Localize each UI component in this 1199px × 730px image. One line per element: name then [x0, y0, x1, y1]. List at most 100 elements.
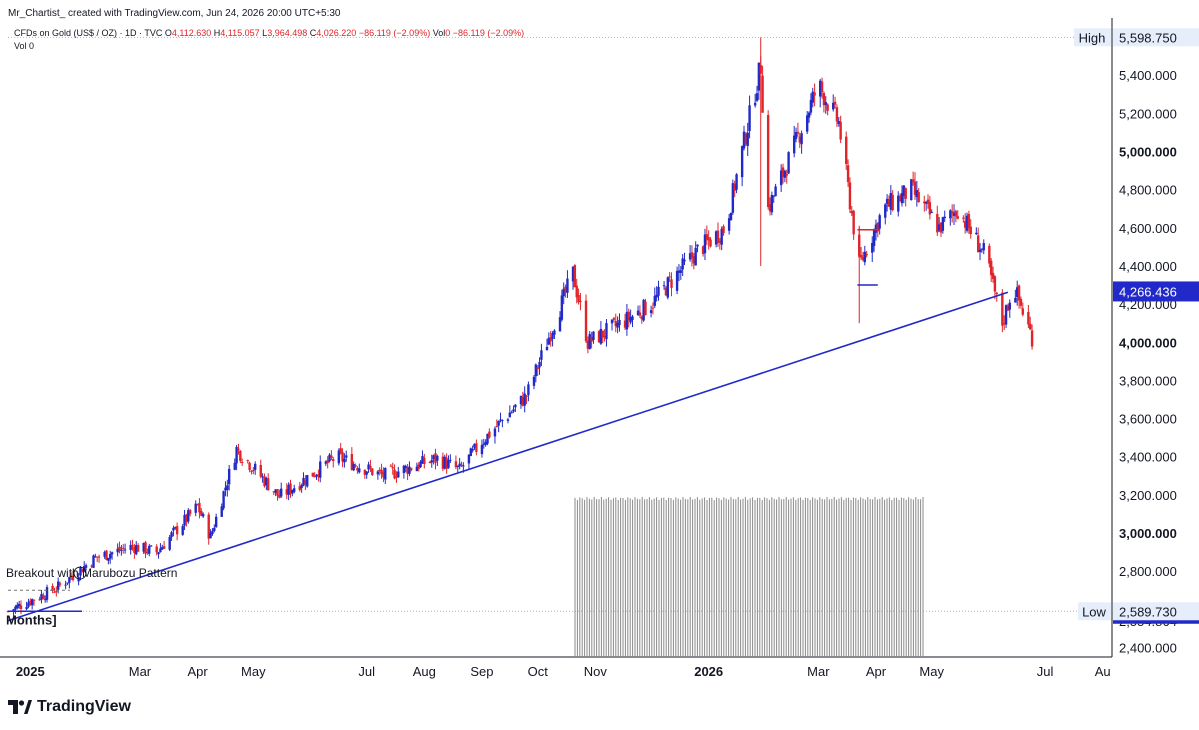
- candle-body: [493, 428, 497, 437]
- candle-body: [744, 133, 748, 145]
- y-tick-label: 4,000.000: [1119, 335, 1177, 350]
- candle-body: [835, 107, 839, 122]
- candle-body: [967, 214, 971, 229]
- candle-body: [155, 546, 158, 553]
- candle-body: [458, 463, 461, 467]
- candle-body: [226, 485, 229, 490]
- x-tick-label: Nov: [584, 664, 608, 679]
- candle-body: [510, 412, 513, 414]
- candle-body: [631, 316, 634, 321]
- symbol-name[interactable]: CFDs on Gold (US$ / OZ) · 1D · TVC: [14, 28, 163, 38]
- candle-body: [768, 204, 772, 212]
- candle-body: [356, 468, 359, 471]
- candle-body: [116, 548, 119, 553]
- candle-body: [175, 526, 179, 535]
- candle-body: [603, 335, 606, 337]
- candle-body: [157, 552, 160, 555]
- candle-body: [753, 102, 757, 106]
- candle-body: [837, 121, 840, 125]
- current-price-bg: [1113, 281, 1199, 302]
- candle-body: [97, 556, 101, 558]
- candle-body: [597, 331, 601, 343]
- candle-body: [954, 211, 958, 217]
- x-tick-label: Au: [1095, 664, 1111, 679]
- y-tick-label: 5,000.000: [1119, 145, 1177, 160]
- candle-body: [129, 544, 132, 550]
- candle-body: [1001, 292, 1004, 326]
- candle-body: [306, 475, 309, 487]
- candle-body: [805, 115, 809, 132]
- candle-body: [553, 330, 556, 335]
- x-tick-label: May: [241, 664, 266, 679]
- candle-body: [315, 474, 318, 477]
- candle-body: [796, 131, 800, 134]
- candle-body: [666, 277, 669, 298]
- candle-body: [382, 472, 385, 478]
- candle-body: [222, 491, 225, 509]
- candle-body: [766, 115, 770, 208]
- candle-body: [941, 217, 945, 231]
- candle-body: [798, 136, 801, 143]
- candle-body: [993, 276, 997, 292]
- candle-body: [330, 455, 333, 458]
- candle-body: [66, 582, 69, 584]
- candle-body: [822, 93, 826, 106]
- candle-body: [402, 465, 406, 474]
- candle-body: [406, 466, 409, 474]
- candle-body: [443, 456, 446, 469]
- candle-body: [538, 361, 541, 368]
- candle-body: [774, 186, 777, 197]
- candle-body: [298, 486, 301, 490]
- candle-body: [770, 194, 774, 213]
- candle-body: [839, 121, 842, 140]
- candle-body: [558, 317, 562, 332]
- candle-body: [16, 604, 19, 609]
- candle-body: [718, 240, 722, 243]
- candle-body: [683, 259, 686, 262]
- candle-body: [109, 554, 112, 559]
- candle-body: [694, 247, 697, 266]
- candle-body: [952, 213, 956, 216]
- candle-body: [467, 454, 471, 464]
- tradingview-brand[interactable]: TradingView: [8, 698, 131, 716]
- candle-body: [471, 448, 474, 451]
- candle-body: [480, 444, 484, 455]
- x-tick-label: Jul: [358, 664, 375, 679]
- candle-body: [174, 527, 177, 529]
- candle-body: [540, 350, 543, 360]
- ohlc-close: 4,026.220: [316, 28, 357, 38]
- candle-body: [384, 467, 387, 480]
- candle-body: [51, 585, 54, 591]
- candle-body: [430, 460, 433, 463]
- candle-body: [300, 485, 303, 488]
- candle-body: [878, 215, 881, 229]
- candle-body: [118, 546, 121, 551]
- y-tick-label: 3,600.000: [1119, 412, 1177, 427]
- candle-body: [616, 322, 619, 328]
- candle-body: [220, 506, 223, 517]
- candle-body: [897, 195, 900, 212]
- candle-body: [612, 318, 616, 320]
- candle-body: [508, 412, 512, 418]
- candle-body: [417, 464, 420, 469]
- candle-body: [1019, 299, 1023, 306]
- candle-body: [484, 441, 487, 445]
- y-tick-label: 3,200.000: [1119, 488, 1177, 503]
- candle-body: [679, 270, 683, 273]
- x-tick-label: Mar: [807, 664, 830, 679]
- candle-body: [716, 230, 720, 243]
- candle-body: [910, 179, 913, 200]
- candle-body: [949, 210, 952, 219]
- candle-body: [833, 101, 837, 105]
- candle-body: [911, 179, 915, 183]
- candle-body: [1016, 287, 1019, 298]
- pattern-annotation: Breakout with Marubozu Pattern: [6, 566, 177, 580]
- candle-body: [454, 461, 458, 468]
- candle-body: [131, 545, 134, 547]
- candle-body: [170, 532, 173, 538]
- candle-body: [488, 431, 491, 438]
- candle-body: [915, 190, 919, 198]
- candle-body: [1030, 330, 1034, 347]
- candle-body: [136, 545, 140, 552]
